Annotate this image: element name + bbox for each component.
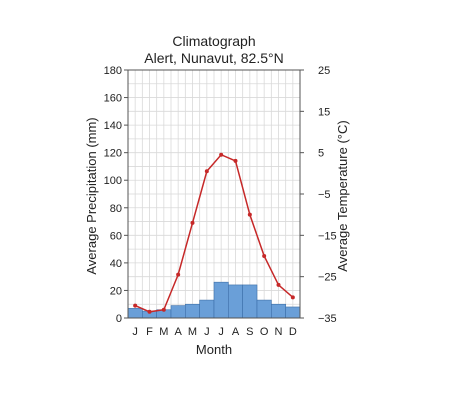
precipitation-bar <box>185 303 200 319</box>
precipitation-bar <box>228 284 243 319</box>
precipitation-bar <box>199 299 215 319</box>
temperature-point <box>161 307 166 312</box>
precipitation-bar <box>256 299 272 319</box>
temperature-point <box>190 220 195 225</box>
temperature-line <box>133 152 295 314</box>
temperature-point <box>133 303 138 308</box>
month-tick-label: D <box>289 326 297 338</box>
month-tick-label: N <box>275 326 283 338</box>
right-tick-label: 25 <box>318 65 330 77</box>
right-tick-label: −25 <box>318 272 337 284</box>
precipitation-bar <box>271 303 286 319</box>
right-axis-ticks: −35 −25 −15 −5 5 15 25 <box>300 65 337 325</box>
month-tick-label: A <box>174 326 182 338</box>
x-axis-label: Month <box>196 342 232 357</box>
chart-subtitle: Alert, Nunavut, 82.5°N <box>144 50 283 66</box>
left-tick-label: 20 <box>110 285 122 297</box>
precipitation-bars <box>127 281 301 319</box>
precipitation-bar <box>285 306 301 319</box>
right-tick-label: 5 <box>318 148 324 160</box>
temperature-point <box>262 254 267 258</box>
right-tick-label: −5 <box>318 189 331 201</box>
left-tick-label: 120 <box>104 148 122 160</box>
left-tick-label: 60 <box>110 230 122 242</box>
temperature-point <box>247 212 252 217</box>
temperature-point <box>147 309 152 314</box>
right-tick-label: −15 <box>318 230 337 242</box>
temperature-polyline <box>134 153 294 313</box>
temperature-point <box>204 169 209 174</box>
precipitation-bar <box>213 281 229 319</box>
left-axis-label: Average Precipitation (mm) <box>84 117 99 274</box>
temperature-point <box>176 272 181 277</box>
month-tick-label: A <box>232 326 240 338</box>
precipitation-bar <box>127 308 143 319</box>
precipitation-bar <box>242 284 258 319</box>
month-tick-label: J <box>132 326 138 338</box>
left-tick-label: 140 <box>104 120 122 132</box>
left-tick-label: 180 <box>104 65 122 77</box>
precipitation-bar <box>170 305 186 319</box>
temperature-point <box>290 295 295 300</box>
left-tick-label: 0 <box>116 313 122 325</box>
left-tick-label: 100 <box>104 175 122 187</box>
chart-title: Climatograph <box>172 33 255 49</box>
right-tick-label: −35 <box>318 313 337 325</box>
temperature-point <box>219 152 224 157</box>
left-tick-label: 80 <box>110 203 122 215</box>
month-tick-label: J <box>218 326 224 338</box>
left-tick-label: 160 <box>104 93 122 105</box>
temperature-point <box>276 282 281 287</box>
month-tick-label: S <box>246 326 253 338</box>
right-axis-label: Average Temperature (°C) <box>335 120 350 271</box>
grid-layer <box>128 70 300 318</box>
month-tick-label: M <box>159 326 168 338</box>
left-axis-ticks: 0 20 40 60 80 100 120 140 160 180 <box>104 65 128 325</box>
right-tick-label: 15 <box>318 106 330 118</box>
month-tick-label: J <box>204 326 210 338</box>
month-tick-label: O <box>260 326 269 338</box>
month-tick-label: M <box>188 326 197 338</box>
temperature-point <box>233 158 238 163</box>
left-tick-label: 40 <box>110 258 122 270</box>
month-tick-label: F <box>146 326 153 338</box>
